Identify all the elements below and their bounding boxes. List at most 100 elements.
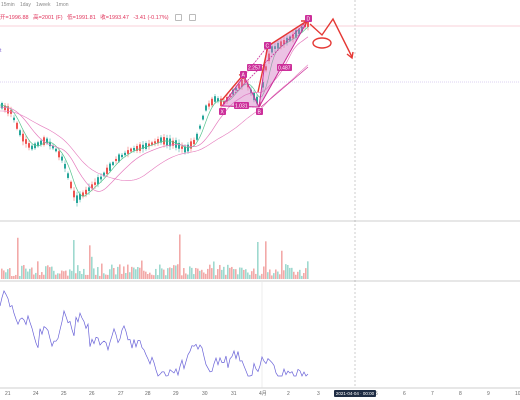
candle [283,36,285,48]
volume-bar [263,266,265,279]
volume-bar [97,267,99,279]
pattern-bd-line [258,19,309,108]
tab-1week[interactable]: 1week [36,2,51,8]
candle [73,187,75,201]
candle [55,147,57,153]
tab-1day[interactable]: 1day [20,2,31,8]
tab-1mon[interactable]: 1mon [56,2,69,8]
volume-bar [83,268,85,279]
volume-bar [107,274,109,279]
label-bd-ratio: 0.487 [278,66,291,72]
label-B: B [258,110,262,116]
volume-bar [161,268,163,279]
volume-bar [37,261,39,279]
open-value: 开=1996.88 [0,15,29,21]
candle [217,96,219,104]
x-axis-tick-label: 28 [145,391,151,397]
x-axis-tick-label: 6 [403,391,406,397]
candle [166,134,168,149]
arrow-up-2 [257,45,269,93]
candle [292,30,294,43]
volume-bar [95,274,97,279]
volume-bar [191,267,193,279]
volume-bar [99,275,101,279]
volume-bar [307,261,309,279]
volume-bar [21,265,23,279]
candle [178,139,180,153]
x-axis-tick-label: 26 [89,391,95,397]
candle [76,191,78,207]
change-value: -3.41 (-0.17%) [133,15,169,21]
x-axis-tick-label: 24 [33,391,39,397]
settings-icon[interactable] [175,14,183,22]
volume-bar [147,274,149,279]
volume-bar [33,274,35,279]
x-axis-tick-label: 3 [317,391,320,397]
candle [37,140,39,148]
candle [40,138,42,147]
candle [190,138,192,152]
volume-bar [129,272,131,279]
volume-bar [297,271,299,279]
volume-bar [177,264,179,279]
candle [274,43,276,53]
volume-bar [111,264,113,279]
x-axis-tick-label: 31 [231,391,237,397]
candle [1,101,3,110]
volume-bar [229,267,231,279]
volume-bar [303,273,305,279]
volume-bar [155,268,157,279]
volume-bar [47,265,49,279]
volume-bar [3,270,5,279]
volume-bar [19,275,21,279]
indicator-stub-label: t [0,48,2,54]
candle [220,95,222,109]
volume-bar [89,245,91,279]
candle [46,136,48,146]
high-value: 高=2001 (F) [33,15,63,21]
candle [16,121,18,131]
volume-bar [59,273,61,279]
candle [160,135,162,145]
volume-bar [63,271,65,279]
volume-bar [169,267,171,279]
candle [52,143,54,151]
volume-bar [171,268,173,279]
x-axis-tick-label: 8 [459,391,462,397]
tab-15min[interactable]: 15min [1,2,15,8]
volume-bar [185,273,187,279]
candle [247,80,249,91]
volume-bar [189,266,191,279]
candle [103,171,105,178]
volume-bar [41,272,43,279]
volume-bar [13,275,15,279]
close-value: 收=1993.47 [100,15,129,21]
volume-bar [139,267,141,279]
x-axis-tick-label: 25 [61,391,67,397]
x-axis-tick-label: 10 [515,391,520,397]
candle [175,137,177,151]
candle [157,136,159,146]
x-axis-tick-label: 5 [375,391,378,397]
candle [142,140,144,153]
close-icon[interactable] [188,14,196,22]
volume-bar [51,266,53,279]
volume-bar [151,274,153,279]
volume-bar [65,270,67,279]
candle [19,128,21,137]
candle [64,160,66,173]
volume-bar [275,269,277,279]
candle [148,139,150,150]
candle [31,144,33,151]
volume-bar [293,271,295,279]
volume-bar [175,265,177,279]
candle [112,160,114,167]
candle [286,35,288,46]
candle [184,144,186,155]
candle [136,143,138,154]
candle [58,148,60,161]
candle [265,64,267,73]
volume-bar [235,269,237,279]
candle [169,134,171,150]
